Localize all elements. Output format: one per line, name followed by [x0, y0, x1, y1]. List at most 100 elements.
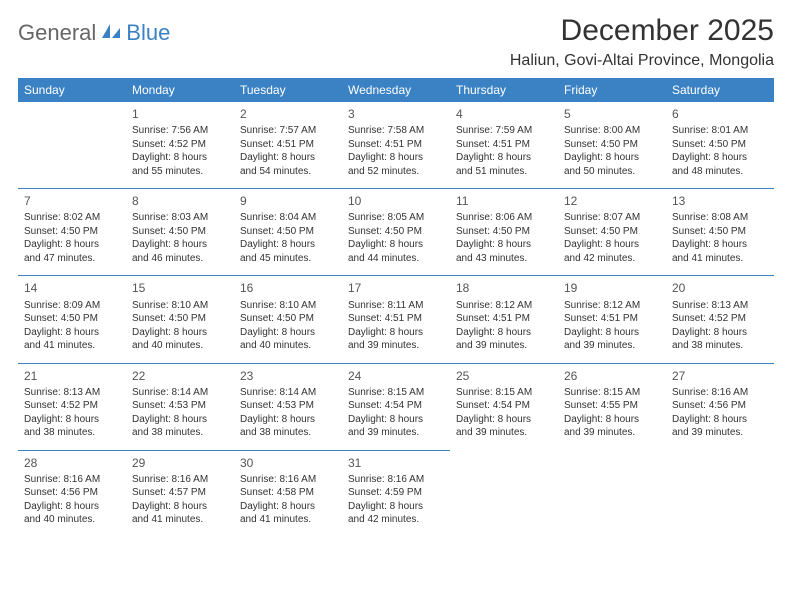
day-number: 5	[564, 106, 660, 122]
day-number: 7	[24, 193, 120, 209]
col-thursday: Thursday	[450, 78, 558, 102]
sunset-text: Sunset: 4:50 PM	[24, 312, 120, 326]
calendar-row: 21Sunrise: 8:13 AMSunset: 4:52 PMDayligh…	[18, 363, 774, 450]
daylight-text: and 40 minutes.	[240, 339, 336, 353]
sunset-text: Sunset: 4:58 PM	[240, 486, 336, 500]
calendar-cell: 1 Sunrise: 7:56 AMSunset: 4:52 PMDaylight…	[126, 102, 234, 189]
daylight-text: and 39 minutes.	[348, 426, 444, 440]
calendar-cell: 4Sunrise: 7:59 AMSunset: 4:51 PMDaylight…	[450, 102, 558, 189]
sunset-text: Sunset: 4:53 PM	[240, 399, 336, 413]
daylight-text: Daylight: 8 hours	[348, 151, 444, 165]
daylight-text: and 41 minutes.	[672, 252, 768, 266]
logo-text-general: General	[18, 20, 96, 46]
calendar-cell: 12Sunrise: 8:07 AMSunset: 4:50 PMDayligh…	[558, 189, 666, 276]
sunset-text: Sunset: 4:52 PM	[24, 399, 120, 413]
daylight-text: and 39 minutes.	[456, 339, 552, 353]
daylight-text: and 40 minutes.	[132, 339, 228, 353]
day-number: 9	[240, 193, 336, 209]
col-sunday: Sunday	[18, 78, 126, 102]
daylight-text: Daylight: 8 hours	[564, 238, 660, 252]
sunrise-text: Sunrise: 8:10 AM	[240, 299, 336, 313]
title-block: December 2025 Haliun, Govi-Altai Provinc…	[510, 14, 774, 70]
sunrise-text: Sunrise: 8:06 AM	[456, 211, 552, 225]
daylight-text: Daylight: 8 hours	[348, 238, 444, 252]
daylight-text: and 46 minutes.	[132, 252, 228, 266]
day-number: 29	[132, 455, 228, 471]
col-wednesday: Wednesday	[342, 78, 450, 102]
calendar-cell: 18Sunrise: 8:12 AMSunset: 4:51 PMDayligh…	[450, 276, 558, 363]
daylight-text: and 54 minutes.	[240, 165, 336, 179]
sunset-text: Sunset: 4:52 PM	[672, 312, 768, 326]
sunset-text: Sunset: 4:51 PM	[564, 312, 660, 326]
calendar-row: 28Sunrise: 8:16 AMSunset: 4:56 PMDayligh…	[18, 450, 774, 537]
sunrise-text: Sunrise: 8:16 AM	[24, 473, 120, 487]
calendar-cell: 15Sunrise: 8:10 AMSunset: 4:50 PMDayligh…	[126, 276, 234, 363]
sunrise-text: Sunrise: 8:08 AM	[672, 211, 768, 225]
day-number: 4	[456, 106, 552, 122]
day-number: 27	[672, 368, 768, 384]
calendar-cell: 5 Sunrise: 8:00 AMSunset: 4:50 PMDaylight…	[558, 102, 666, 189]
day-number: 24	[348, 368, 444, 384]
daylight-text: Daylight: 8 hours	[132, 413, 228, 427]
sunset-text: Sunset: 4:54 PM	[456, 399, 552, 413]
daylight-text: Daylight: 8 hours	[564, 151, 660, 165]
day-number: 18	[456, 280, 552, 296]
sunset-text: Sunset: 4:51 PM	[240, 138, 336, 152]
daylight-text: Daylight: 8 hours	[348, 413, 444, 427]
sunrise-text: Sunrise: 8:13 AM	[672, 299, 768, 313]
calendar-cell: 7Sunrise: 8:02 AMSunset: 4:50 PMDaylight…	[18, 189, 126, 276]
calendar-row: 1Sunrise: 7:56 AMSunset: 4:52 PMDaylight…	[18, 102, 774, 189]
daylight-text: Daylight: 8 hours	[132, 151, 228, 165]
calendar-cell: 22Sunrise: 8:14 AMSunset: 4:53 PMDayligh…	[126, 363, 234, 450]
daylight-text: and 45 minutes.	[240, 252, 336, 266]
day-number: 11	[456, 193, 552, 209]
sunrise-text: Sunrise: 7:56 AM	[132, 124, 228, 138]
sunset-text: Sunset: 4:51 PM	[348, 312, 444, 326]
sunset-text: Sunset: 4:57 PM	[132, 486, 228, 500]
sunrise-text: Sunrise: 8:10 AM	[132, 299, 228, 313]
daylight-text: Daylight: 8 hours	[672, 326, 768, 340]
sunset-text: Sunset: 4:51 PM	[348, 138, 444, 152]
sunset-text: Sunset: 4:59 PM	[348, 486, 444, 500]
daylight-text: and 44 minutes.	[348, 252, 444, 266]
col-monday: Monday	[126, 78, 234, 102]
daylight-text: and 43 minutes.	[456, 252, 552, 266]
sunrise-text: Sunrise: 7:57 AM	[240, 124, 336, 138]
day-number: 6	[672, 106, 768, 122]
sunrise-text: Sunrise: 8:14 AM	[132, 386, 228, 400]
daylight-text: Daylight: 8 hours	[672, 413, 768, 427]
calendar-cell	[666, 450, 774, 537]
day-number: 17	[348, 280, 444, 296]
sunset-text: Sunset: 4:50 PM	[672, 138, 768, 152]
sunset-text: Sunset: 4:52 PM	[132, 138, 228, 152]
daylight-text: and 51 minutes.	[456, 165, 552, 179]
daylight-text: and 38 minutes.	[672, 339, 768, 353]
logo-text-blue: Blue	[126, 20, 170, 46]
sunrise-text: Sunrise: 8:01 AM	[672, 124, 768, 138]
daylight-text: and 38 minutes.	[132, 426, 228, 440]
day-number: 28	[24, 455, 120, 471]
sunrise-text: Sunrise: 8:00 AM	[564, 124, 660, 138]
calendar-cell: 20Sunrise: 8:13 AMSunset: 4:52 PMDayligh…	[666, 276, 774, 363]
daylight-text: and 48 minutes.	[672, 165, 768, 179]
calendar-cell: 10Sunrise: 8:05 AMSunset: 4:50 PMDayligh…	[342, 189, 450, 276]
day-number: 19	[564, 280, 660, 296]
sunset-text: Sunset: 4:50 PM	[132, 312, 228, 326]
calendar-cell: 2Sunrise: 7:57 AMSunset: 4:51 PMDaylight…	[234, 102, 342, 189]
sunrise-text: Sunrise: 8:12 AM	[564, 299, 660, 313]
daylight-text: Daylight: 8 hours	[240, 500, 336, 514]
sunset-text: Sunset: 4:50 PM	[564, 138, 660, 152]
daylight-text: Daylight: 8 hours	[24, 500, 120, 514]
calendar-cell: 17Sunrise: 8:11 AMSunset: 4:51 PMDayligh…	[342, 276, 450, 363]
daylight-text: and 39 minutes.	[564, 339, 660, 353]
daylight-text: Daylight: 8 hours	[132, 238, 228, 252]
calendar-cell: 9Sunrise: 8:04 AMSunset: 4:50 PMDaylight…	[234, 189, 342, 276]
sunset-text: Sunset: 4:50 PM	[672, 225, 768, 239]
daylight-text: Daylight: 8 hours	[456, 238, 552, 252]
sunrise-text: Sunrise: 8:15 AM	[564, 386, 660, 400]
daylight-text: and 38 minutes.	[240, 426, 336, 440]
day-number: 1	[132, 106, 228, 122]
logo: General Blue	[18, 14, 170, 46]
day-number: 16	[240, 280, 336, 296]
day-number: 14	[24, 280, 120, 296]
